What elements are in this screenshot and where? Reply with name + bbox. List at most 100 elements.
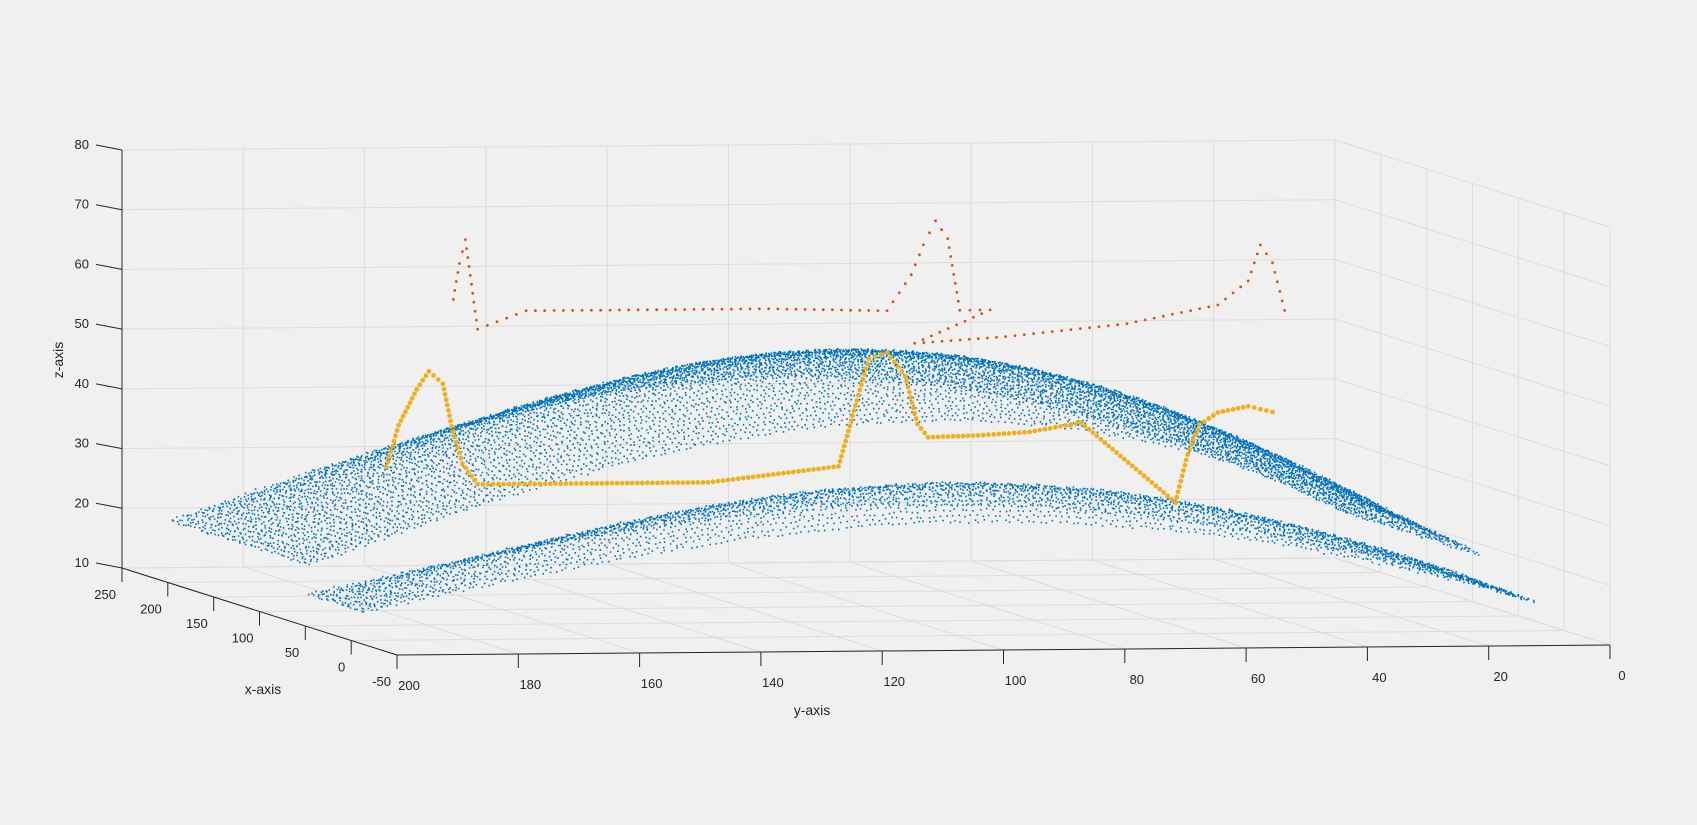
trajectory-on-surface-sample [863, 366, 869, 372]
trajectory-on-surface-sample [1201, 419, 1207, 424]
trajectory-above-surface-sample [599, 308, 603, 312]
trajectory-on-surface-sample [909, 400, 915, 406]
trajectory-on-surface-sample [1145, 476, 1151, 482]
trajectory-on-surface-sample [839, 453, 844, 459]
trajectory-on-surface-sample [655, 480, 660, 486]
trajectory-on-surface-point [925, 434, 931, 440]
trajectory-on-surface-sample [725, 477, 731, 483]
trajectory-on-surface-sample [441, 386, 447, 392]
trajectory-above-surface-sample [1116, 323, 1119, 327]
trajectory-on-surface-sample [400, 413, 406, 419]
trajectory-on-surface-sample [1175, 489, 1181, 495]
trajectory-above-surface-point [458, 262, 461, 265]
trajectory-above-surface-sample [1198, 307, 1202, 311]
trajectory-on-surface-sample [796, 468, 801, 474]
trajectory-above-surface-point [1283, 309, 1286, 312]
trajectory-on-surface-sample [1220, 409, 1226, 414]
trajectory-on-surface-point [426, 368, 432, 374]
trajectory-above-surface-sample [968, 308, 972, 312]
trajectory-on-surface-sample [806, 467, 811, 473]
trajectory-on-surface-sample [568, 481, 574, 486]
trajectory-on-surface-sample [965, 433, 971, 439]
trajectory-above-surface-point [958, 308, 962, 312]
trajectory-on-surface-sample [1102, 440, 1108, 445]
trajectory-on-surface-sample [860, 377, 866, 382]
trajectory-on-surface-sample [685, 480, 691, 485]
trajectory-on-surface-sample [740, 475, 746, 481]
trajectory-on-surface-sample [730, 477, 736, 482]
trajectory-above-surface-sample [956, 299, 960, 303]
x-axis-label: x-axis [245, 681, 282, 697]
trajectory-on-surface-sample [1129, 463, 1135, 469]
trajectory-on-surface-sample [448, 418, 453, 424]
grid-line [485, 564, 762, 653]
trajectory-on-surface-sample [855, 392, 861, 398]
z-tick [95, 144, 123, 151]
trajectory-on-surface-sample [1125, 460, 1131, 465]
trajectory-on-surface-sample [735, 476, 741, 482]
trajectory-on-surface-sample [991, 432, 996, 437]
y-tick-label: 40 [1372, 670, 1386, 685]
trajectory-above-surface-point [1271, 261, 1274, 265]
grid-line [849, 561, 1125, 650]
trajectory-on-surface-sample [695, 480, 701, 485]
trajectory-on-surface-sample [1042, 426, 1048, 432]
z-tick [95, 204, 123, 211]
trajectory-on-surface-sample [1118, 453, 1123, 459]
trajectory-on-surface-sample [463, 465, 468, 471]
trajectory-on-surface-sample [904, 379, 910, 384]
trajectory-on-surface-point [1027, 429, 1032, 435]
y-tick-label: 100 [1005, 673, 1027, 688]
z-tick [95, 443, 123, 450]
trajectory-on-surface-sample [1063, 423, 1069, 428]
trajectory-on-surface-point [915, 421, 920, 427]
trajectory-on-surface-sample [1165, 493, 1170, 499]
trajectory-above-surface-sample [608, 308, 612, 312]
trajectory-on-surface-sample [1133, 466, 1139, 472]
x-tick-label: -50 [372, 674, 391, 689]
trajectory-above-surface-point [885, 309, 889, 313]
trajectory-on-surface-sample [506, 481, 512, 487]
trajectory-above-surface-sample [1239, 285, 1243, 289]
x-tick-label: 0 [338, 660, 345, 675]
trajectory-on-surface-sample [1073, 421, 1079, 426]
trajectory-above-surface-sample [580, 308, 584, 312]
trajectory-above-surface-point [922, 243, 925, 247]
trajectory-on-surface-sample [1235, 405, 1241, 411]
grid-line [243, 566, 519, 655]
trajectory-on-surface-sample [1189, 442, 1194, 447]
trajectory-on-surface-sample [899, 369, 905, 374]
trajectory-on-surface-point [414, 386, 420, 392]
trajectory-on-surface-point [396, 422, 401, 428]
trajectory-on-surface-sample [650, 480, 655, 486]
trajectory-above-surface-sample [958, 338, 962, 342]
trajectory-on-surface-sample [878, 352, 884, 357]
trajectory-above-surface-sample [903, 282, 907, 286]
trajectory-above-surface-sample [1069, 328, 1073, 331]
trajectory-above-surface-sample [949, 339, 953, 342]
trajectory-on-surface-sample [1121, 456, 1127, 462]
trajectory-on-surface-point [705, 480, 711, 485]
x-tick-label: 200 [140, 602, 162, 617]
axes [95, 144, 1611, 669]
trajectory-on-surface-sample [407, 400, 413, 406]
trajectory-above-surface-sample [1032, 332, 1035, 335]
trajectory-on-surface-sample [391, 438, 397, 444]
trajectory-on-surface-sample [862, 372, 867, 377]
trajectory-on-surface-sample [844, 433, 850, 439]
trajectory-on-surface-point [975, 433, 981, 438]
trajectory-above-surface-sample [1088, 326, 1091, 330]
trajectory-above-surface-sample [812, 308, 816, 311]
trajectory-above-surface-sample [976, 337, 980, 340]
trajectory-on-surface-sample [1086, 426, 1092, 432]
trajectory-on-surface-sample [690, 480, 696, 485]
trajectory-on-surface-sample [645, 480, 650, 486]
trajectory-above-surface-sample [1273, 270, 1277, 274]
trajectory-on-surface-point [1197, 422, 1203, 427]
trajectory-on-surface-sample [801, 468, 806, 474]
y-tick-label: 160 [641, 676, 663, 691]
trajectory-above-surface-sample [466, 256, 470, 259]
trajectory-above-surface-sample [683, 308, 687, 311]
trajectory-on-surface-sample [955, 433, 961, 439]
trajectory-on-surface-sample [841, 443, 847, 449]
